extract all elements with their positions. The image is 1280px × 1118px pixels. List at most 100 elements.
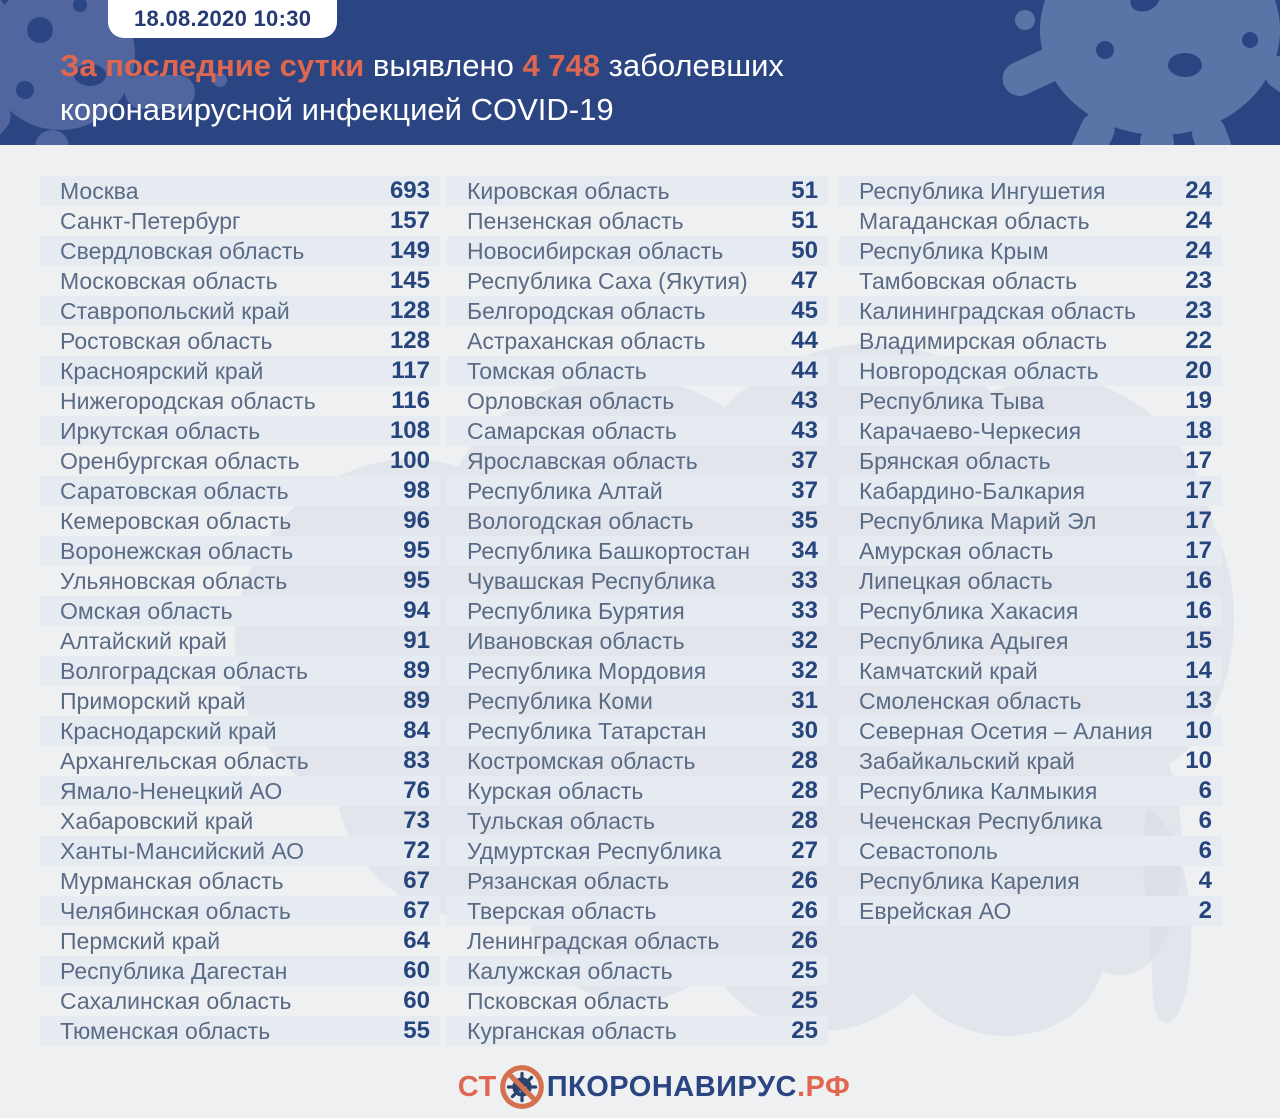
table-row: Оренбургская область 100 [40,446,440,476]
region-name: Иркутская область [60,417,261,444]
region-name: Республика Крым [859,237,1049,264]
region-case-count: 35 [791,507,818,534]
table-row: Севастополь 6 [839,836,1222,866]
table-row: Республика Марий Эл 17 [839,506,1222,536]
region-case-count: 19 [1185,387,1212,414]
region-name: Нижегородская область [60,387,316,414]
region-case-count: 25 [791,957,818,984]
region-case-count: 28 [791,807,818,834]
date-badge: 18.08.2020 10:30 [108,0,338,38]
region-name: Оренбургская область [60,447,300,474]
table-row: Забайкальский край 10 [839,746,1222,776]
table-row: Республика Башкортостан 34 [447,536,828,566]
region-name: Костромская область [467,747,696,774]
region-case-count: 23 [1185,267,1212,294]
region-name: Ярославская область [467,447,698,474]
region-name: Республика Карелия [859,867,1080,894]
region-case-count: 10 [1185,747,1212,774]
table-row: Свердловская область 149 [40,236,440,266]
region-case-count: 45 [791,297,818,324]
region-name: Москва [60,177,139,204]
region-name: Хабаровский край [60,807,254,834]
table-row: Астраханская область 44 [447,326,828,356]
region-name: Псковская область [467,987,669,1014]
region-name: Сахалинская область [60,987,292,1014]
region-name: Амурская область [859,537,1054,564]
table-row: Тюменская область 55 [40,1016,440,1046]
region-case-count: 28 [791,747,818,774]
table-row: Камчатский край 14 [839,656,1222,686]
region-case-count: 44 [791,327,818,354]
region-name: Приморский край [60,687,246,714]
region-case-count: 89 [403,657,430,684]
region-name: Севастополь [859,837,998,864]
footer: СТ [0,1062,1280,1112]
region-case-count: 26 [791,897,818,924]
region-name: Республика Башкортостан [467,537,751,564]
table-row: Владимирская область 22 [839,326,1222,356]
region-name: Тульская область [467,807,656,834]
logo-prefix: СТ [457,1070,497,1103]
region-case-count: 27 [791,837,818,864]
region-name: Новосибирская область [467,237,724,264]
region-case-count: 18 [1185,417,1212,444]
region-name: Еврейская АО [859,897,1012,924]
table-row: Северная Осетия – Алания 10 [839,716,1222,746]
table-row: Томская область 44 [447,356,828,386]
region-case-count: 51 [791,177,818,204]
table-row: Архангельская область 83 [40,746,440,776]
region-name: Владимирская область [859,327,1108,354]
table-row: Кемеровская область 96 [40,506,440,536]
region-name: Северная Осетия – Алания [859,717,1153,744]
table-row: Ставропольский край 128 [40,296,440,326]
region-name: Санкт-Петербург [60,207,241,234]
region-case-count: 6 [1198,837,1212,864]
region-case-count: 100 [389,447,430,474]
region-name: Республика Тыва [859,387,1045,414]
region-case-count: 95 [403,567,430,594]
region-case-count: 94 [403,597,430,624]
region-name: Республика Коми [467,687,653,714]
region-name: Удмуртская Республика [467,837,722,864]
region-case-count: 95 [403,537,430,564]
region-name: Орловская область [467,387,675,414]
region-case-count: 20 [1185,357,1212,384]
stats-column-1: Москва 693 Санкт-Петербург 157 Свердловская … [40,176,440,1046]
region-name: Калининградская область [859,297,1136,324]
region-name: Томская область [467,357,647,384]
region-name: Рязанская область [467,867,669,894]
table-row: Костромская область 28 [447,746,828,776]
table-row: Республика Крым 24 [839,236,1222,266]
region-case-count: 145 [389,267,430,294]
region-case-count: 37 [791,477,818,504]
region-name: Ростовская область [60,327,273,354]
region-name: Пермский край [60,927,221,954]
headline-line1: За последние сутки выявлено 4 748 заболе… [60,44,784,88]
region-name: Республика Татарстан [467,717,707,744]
table-row: Республика Коми 31 [447,686,828,716]
region-name: Саратовская область [60,477,289,504]
region-case-count: 44 [791,357,818,384]
region-case-count: 23 [1185,297,1212,324]
region-case-count: 17 [1185,477,1212,504]
table-row: Республика Бурятия 33 [447,596,828,626]
region-name: Кемеровская область [60,507,292,534]
table-row: Приморский край 89 [40,686,440,716]
region-case-count: 33 [791,597,818,624]
table-row: Чеченская Республика 6 [839,806,1222,836]
region-case-count: 89 [403,687,430,714]
region-case-count: 31 [791,687,818,714]
table-row: Новгородская область 20 [839,356,1222,386]
region-name: Республика Ингушетия [859,177,1106,204]
table-row: Вологодская область 35 [447,506,828,536]
table-row: Республика Карелия 4 [839,866,1222,896]
region-case-count: 25 [791,1017,818,1044]
headline-accent-period: За последние сутки [60,48,365,83]
region-case-count: 6 [1198,807,1212,834]
region-case-count: 24 [1185,237,1212,264]
region-name: Московская область [60,267,278,294]
region-case-count: 50 [791,237,818,264]
region-name: Ханты-Мансийский АО [60,837,305,864]
region-name: Кировская область [467,177,670,204]
table-row: Омская область 94 [40,596,440,626]
